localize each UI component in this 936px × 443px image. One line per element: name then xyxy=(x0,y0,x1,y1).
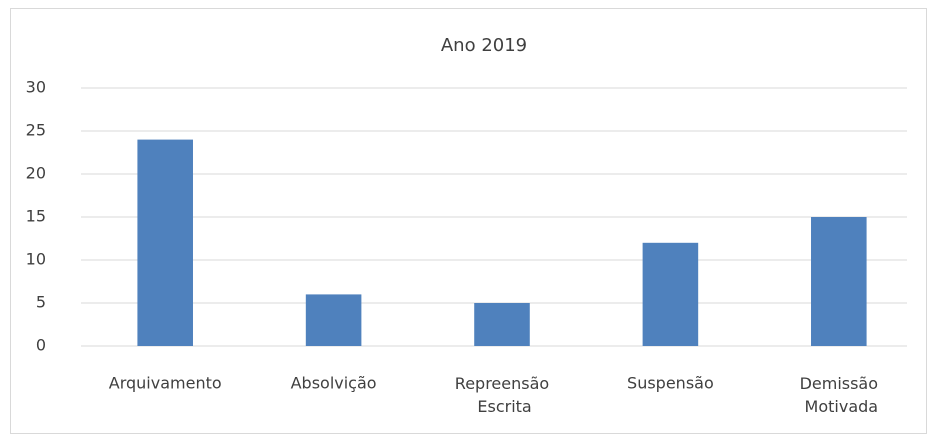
y-tick-label: 5 xyxy=(36,293,46,312)
y-tick-label: 15 xyxy=(26,207,46,226)
x-tick-label: Demissão Motivada xyxy=(799,374,878,416)
x-tick-label: Suspensão xyxy=(627,374,714,393)
bar xyxy=(137,139,193,346)
bar xyxy=(811,217,867,346)
bar xyxy=(305,294,362,346)
y-tick-label: 20 xyxy=(26,164,46,183)
y-tick-label: 30 xyxy=(26,78,46,97)
y-tick-label: 25 xyxy=(26,121,46,140)
bar xyxy=(642,242,699,346)
bar xyxy=(474,303,530,346)
x-tick-label: Arquivamento xyxy=(109,374,222,393)
y-tick-label: 10 xyxy=(26,250,46,269)
chart-title: Ano 2019 xyxy=(441,35,527,56)
x-tick-label: Absolvição xyxy=(291,374,377,393)
x-tick-label: Repreensão Escrita xyxy=(455,374,549,416)
y-tick-label: 0 xyxy=(36,336,46,355)
